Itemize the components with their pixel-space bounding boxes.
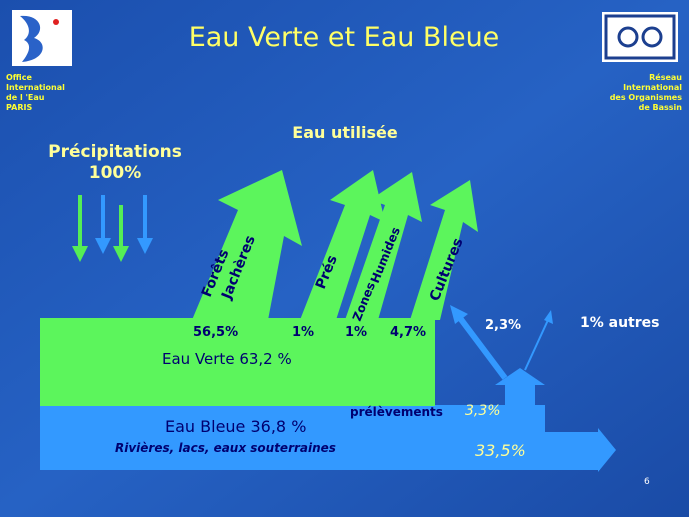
title: Eau Verte et Eau Bleue	[189, 22, 500, 53]
right-logo	[602, 12, 678, 62]
precipitation-value: 100%	[89, 163, 142, 183]
withdrawal-arrow-head	[544, 310, 553, 324]
withdrawal-split: 1% autres	[580, 315, 659, 331]
precipitation-label: Précipitations	[48, 142, 182, 162]
org-line: International	[6, 83, 65, 92]
org-line: des Organismes	[610, 93, 683, 102]
withdrawal-share: 3,3%	[465, 403, 501, 419]
blue-water-sources: Rivières, lacs, eaux souterraines	[115, 441, 336, 455]
blue-water-label: Eau Bleue 36,8 %	[165, 417, 306, 436]
use-share: 1%	[292, 325, 314, 340]
org-line: Réseau	[649, 72, 682, 82]
withdrawal-split: 2,3%	[485, 318, 521, 333]
withdrawal-label: prélèvements	[350, 405, 443, 419]
blue-water-band	[40, 368, 616, 472]
page-number: 6	[644, 477, 650, 487]
org-line: de l 'Eau	[6, 93, 45, 102]
green-water-label: Eau Verte 63,2 %	[162, 350, 292, 368]
org-line: PARIS	[6, 103, 32, 112]
usage-title: Eau utilisée	[292, 123, 398, 142]
use-share: 1%	[345, 325, 367, 340]
use-share: 56,5%	[193, 325, 238, 340]
outflow-share: 33,5%	[475, 441, 526, 460]
left-logo	[12, 10, 72, 66]
use-share: 4,7%	[390, 325, 426, 340]
withdrawal-arrow	[524, 319, 549, 371]
rain-arrows	[72, 195, 153, 262]
withdrawal-arrow-head	[450, 305, 468, 324]
org-line: de Bassin	[639, 103, 683, 112]
org-line: Office	[6, 73, 32, 82]
green-water	[40, 170, 478, 406]
org-line: International	[623, 83, 682, 92]
withdrawal-arrow	[457, 316, 508, 380]
